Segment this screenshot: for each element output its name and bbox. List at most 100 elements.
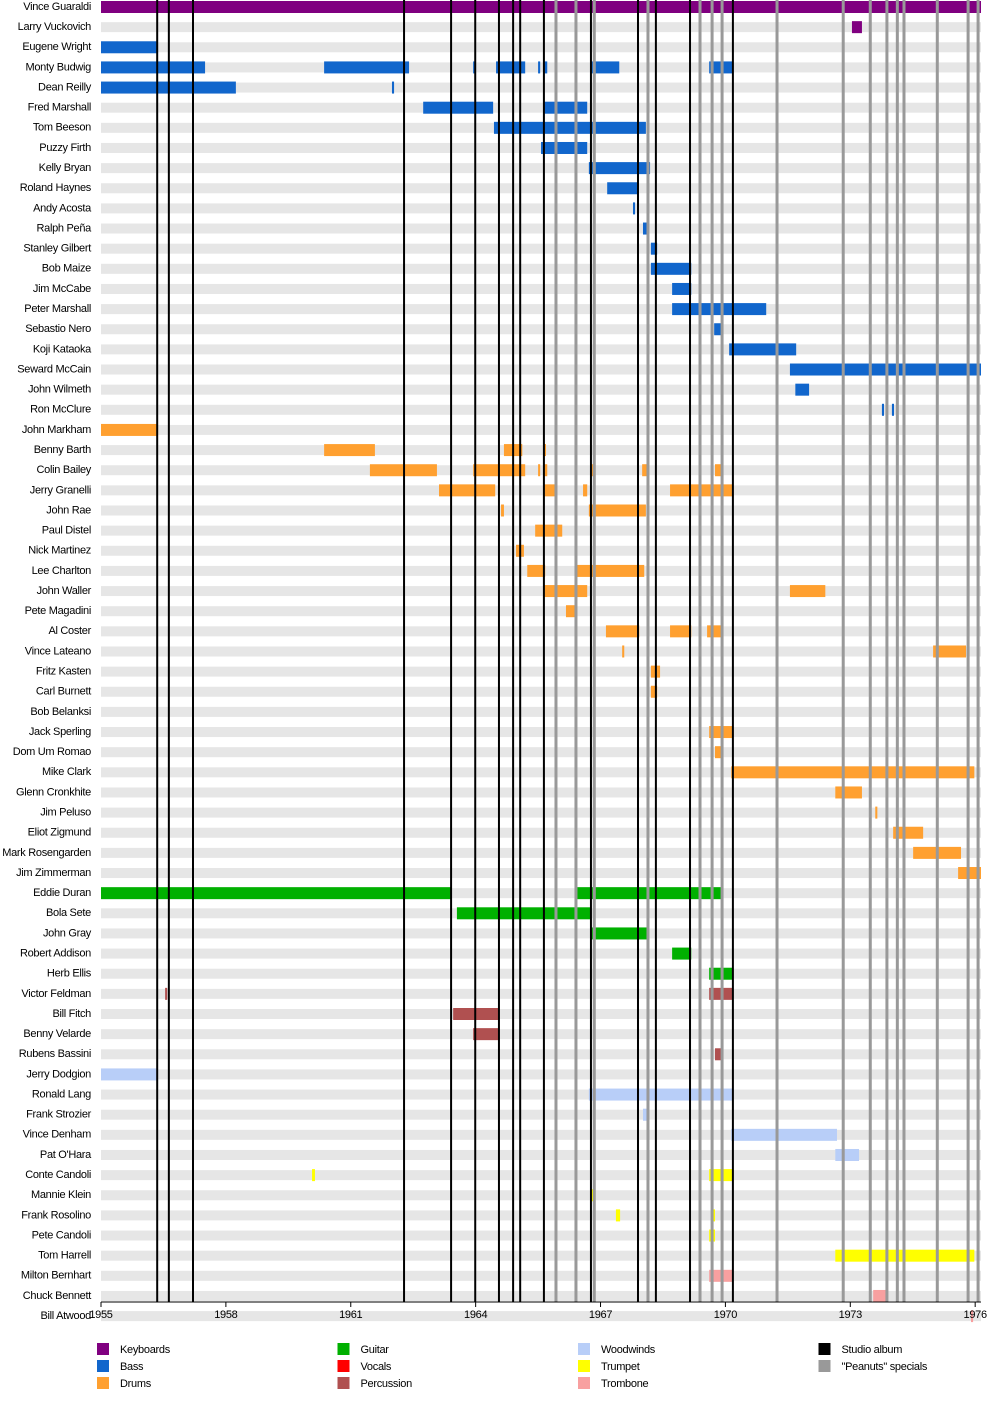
membership-bar (456, 907, 591, 920)
row-label: Rubens Bassini (19, 1048, 91, 1060)
legend-swatch (97, 1360, 109, 1372)
membership-bar (971, 1310, 974, 1323)
row-label: Vince Denham (23, 1129, 91, 1141)
row-stripe (101, 1311, 981, 1322)
membership-bar (583, 484, 588, 497)
row-stripe (101, 102, 981, 113)
row-label: Koji Kataoka (33, 343, 92, 355)
membership-bar (101, 1068, 159, 1081)
membership-bar (672, 303, 767, 316)
membership-bar (789, 585, 826, 598)
legend-label: Woodwinds (601, 1344, 656, 1356)
row-stripe (101, 82, 981, 93)
row-stripe (101, 686, 981, 697)
legend-label: Vocals (361, 1361, 392, 1373)
row-stripe (101, 586, 981, 597)
row-stripe (101, 62, 981, 73)
row-stripe (101, 163, 981, 174)
row-label: Fritz Kasten (36, 666, 91, 678)
row-stripe (101, 666, 981, 677)
row-label: Dean Reilly (38, 81, 92, 93)
row-stripe (101, 888, 981, 899)
row-label: Jim McCabe (33, 283, 91, 295)
row-label: John Wilmeth (28, 384, 91, 396)
membership-bar (439, 484, 496, 497)
row-stripe (101, 283, 981, 294)
membership-bar (707, 625, 723, 638)
membership-bar (543, 444, 546, 457)
row-label: John Gray (43, 927, 92, 939)
row-label: Ron McClure (30, 404, 91, 416)
row-label: Jerry Granelli (30, 484, 91, 496)
legend-swatch (97, 1343, 109, 1355)
row-stripe (101, 787, 981, 798)
membership-bar (615, 1209, 621, 1222)
row-label: Robert Addison (20, 947, 91, 959)
row-label: Mannie Klein (31, 1189, 91, 1201)
x-tick-label: 1961 (339, 1309, 362, 1321)
membership-bar (731, 766, 975, 779)
row-stripe (101, 1270, 981, 1281)
row-label: Fred Marshall (28, 102, 91, 114)
membership-bar (324, 61, 410, 74)
legend-label: Trombone (601, 1378, 649, 1390)
row-stripe (101, 646, 981, 657)
row-label: Tom Beeson (33, 122, 91, 134)
row-stripe (101, 364, 981, 375)
membership-bar (165, 987, 168, 1000)
row-stripe (101, 304, 981, 315)
membership-bar (543, 101, 588, 114)
membership-bar (588, 162, 651, 175)
legend-swatch (818, 1360, 831, 1372)
legend-label: Bass (120, 1361, 144, 1373)
row-label: Benny Barth (34, 444, 91, 456)
membership-bar (672, 947, 692, 960)
row-label: Eddie Duran (33, 887, 91, 899)
membership-bar (590, 1189, 595, 1202)
membership-bar (729, 343, 797, 356)
membership-bar (715, 746, 723, 759)
x-tick-label: 1973 (839, 1309, 862, 1321)
row-stripe (101, 384, 981, 395)
membership-bar (893, 826, 924, 839)
row-stripe (101, 404, 981, 415)
membership-bar (873, 1289, 889, 1302)
membership-bar (527, 564, 546, 577)
membership-bar (312, 1169, 315, 1182)
legend-swatch (578, 1343, 590, 1355)
row-label: Mike Clark (42, 766, 92, 778)
legend-label: Drums (120, 1378, 152, 1390)
row-label: Victor Feldman (21, 988, 91, 1000)
membership-bar (588, 504, 646, 517)
membership-bar (672, 282, 692, 295)
row-label: Jim Zimmerman (16, 867, 91, 879)
row-label: Ralph Peña (37, 222, 93, 234)
row-stripe (101, 22, 981, 33)
row-stripe (101, 827, 981, 838)
membership-bar (391, 81, 395, 94)
row-label: Jim Peluso (40, 807, 91, 819)
row-label: Bola Sete (46, 907, 91, 919)
row-label: Al Coster (48, 625, 91, 637)
membership-bar (101, 61, 206, 74)
row-label: John Waller (37, 585, 92, 597)
membership-bar (607, 182, 638, 195)
legend-label: Trumpet (601, 1361, 640, 1373)
membership-bar (543, 585, 588, 598)
row-stripe (101, 263, 981, 274)
membership-bar (670, 625, 692, 638)
membership-bar (493, 121, 646, 134)
membership-bar (891, 403, 894, 416)
membership-bar (835, 786, 862, 799)
row-stripe (101, 1250, 981, 1261)
membership-bar (881, 403, 885, 416)
row-stripe (101, 42, 981, 53)
row-stripe (101, 1109, 981, 1120)
row-stripe (101, 243, 981, 254)
membership-bar (543, 61, 548, 74)
membership-bar (101, 1, 981, 13)
membership-bar (101, 423, 159, 436)
row-stripe (101, 223, 981, 234)
